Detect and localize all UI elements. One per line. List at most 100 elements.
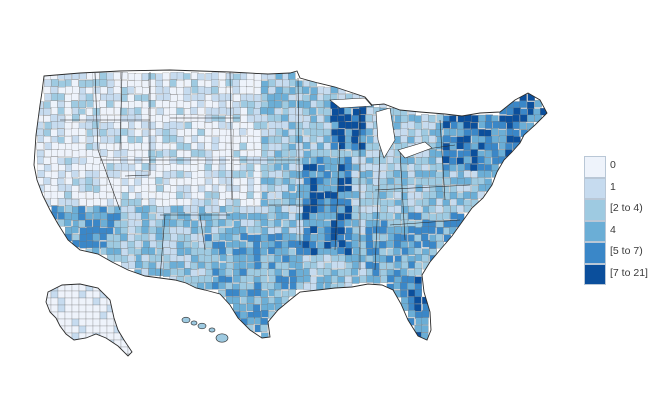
county-cell — [78, 205, 86, 214]
county-cell — [176, 241, 184, 249]
county-cell — [177, 198, 185, 206]
county-cell — [338, 191, 346, 200]
county-cell — [386, 262, 394, 270]
county-cell — [267, 114, 275, 122]
county-cell — [71, 128, 79, 136]
county-cell — [302, 80, 311, 88]
county-cell — [71, 170, 79, 178]
county-cell — [268, 240, 276, 249]
county-cell — [253, 177, 262, 185]
county-cell — [253, 170, 261, 179]
county-cell — [345, 262, 353, 270]
county-cell — [281, 205, 289, 213]
county-cell — [366, 213, 374, 221]
county-cell — [288, 122, 296, 130]
county-cell — [386, 255, 394, 263]
county-cell — [456, 142, 464, 150]
county-cell — [211, 72, 220, 80]
county-cell — [387, 184, 395, 192]
county-cell — [170, 268, 178, 276]
county-cell — [254, 149, 262, 157]
county-cell — [169, 121, 177, 129]
county-cell — [303, 191, 311, 199]
county-cell — [421, 164, 429, 172]
county-cell — [71, 304, 80, 313]
county-cell — [246, 163, 254, 171]
county-cell — [288, 213, 296, 221]
county-cell — [156, 248, 164, 256]
county-cell — [86, 226, 94, 235]
county-cell — [170, 72, 178, 80]
county-cell — [176, 100, 185, 108]
county-cell — [414, 303, 422, 312]
county-cell — [247, 317, 255, 325]
county-cell — [260, 107, 268, 115]
county-cell — [218, 170, 226, 178]
county-cell — [183, 157, 191, 165]
county-cell — [316, 261, 325, 269]
county-cell — [491, 142, 499, 151]
county-cell — [197, 107, 205, 115]
county-cell — [134, 185, 142, 193]
county-cell — [184, 268, 192, 276]
county-cell — [407, 282, 415, 291]
county-cell — [219, 262, 227, 270]
county-cell — [141, 247, 149, 255]
county-cell — [393, 233, 402, 242]
county-cell — [107, 136, 115, 144]
county-cell — [379, 248, 387, 256]
county-cell — [226, 177, 234, 185]
county-cell — [408, 269, 416, 277]
county-cell — [141, 226, 149, 234]
county-cell — [155, 114, 163, 123]
county-cell — [191, 171, 199, 179]
county-cell — [169, 79, 178, 87]
county-cell — [198, 212, 206, 221]
county-cell — [176, 150, 185, 158]
county-cell — [114, 115, 122, 123]
county-cell — [225, 149, 233, 157]
county-cell — [211, 86, 219, 94]
county-cell — [323, 135, 331, 143]
county-cell — [239, 303, 247, 312]
county-cell — [260, 290, 268, 298]
county-cell — [85, 339, 94, 348]
county-cell — [393, 219, 401, 227]
county-cell — [310, 100, 318, 108]
county-cell — [183, 241, 191, 249]
county-cell — [457, 163, 465, 172]
county-cell — [155, 170, 164, 179]
county-cell — [57, 149, 65, 157]
county-cell — [100, 86, 108, 95]
county-layer — [36, 72, 547, 356]
county-cell — [281, 262, 289, 270]
county-cell — [275, 191, 283, 199]
county-cell — [134, 121, 142, 129]
county-cell — [302, 108, 311, 116]
county-cell — [71, 284, 80, 292]
county-cell — [57, 107, 66, 115]
county-cell — [57, 121, 66, 129]
county-cell — [380, 220, 388, 228]
county-cell — [323, 94, 331, 102]
county-cell — [156, 227, 164, 235]
county-cell — [197, 170, 206, 178]
county-cell — [435, 163, 444, 171]
county-cell — [449, 170, 457, 179]
county-cell — [352, 276, 360, 284]
county-cell — [127, 136, 135, 144]
county-cell — [352, 227, 360, 235]
county-cell — [449, 115, 457, 123]
county-cell — [344, 233, 353, 241]
county-cell — [107, 213, 115, 221]
county-cell — [401, 206, 409, 214]
county-cell — [471, 177, 479, 186]
county-cell — [268, 171, 276, 179]
county-cell — [135, 226, 143, 234]
county-cell — [253, 108, 261, 116]
county-cell — [310, 234, 318, 242]
county-cell — [204, 163, 212, 172]
county-cell — [177, 93, 185, 102]
county-cell — [162, 135, 170, 144]
county-cell — [113, 93, 121, 101]
